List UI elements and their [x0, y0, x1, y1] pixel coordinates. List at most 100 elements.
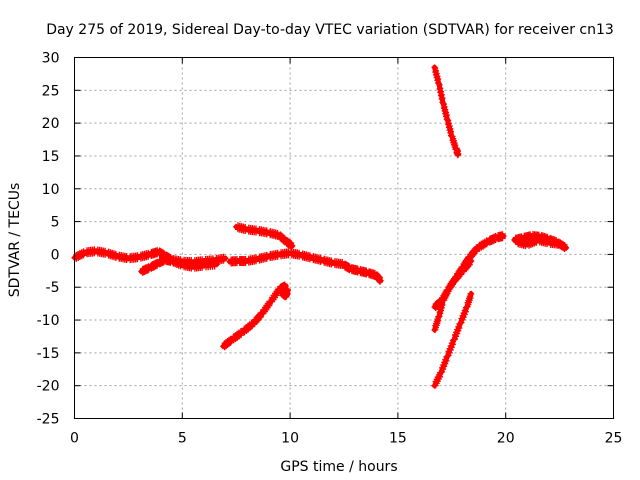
data-point — [438, 307, 445, 314]
data-point — [453, 333, 460, 340]
series-band — [432, 233, 507, 333]
x-tick-label: 20 — [497, 431, 515, 447]
grid — [74, 57, 614, 419]
series-arc-9 — [431, 290, 475, 389]
data-point — [377, 277, 384, 284]
data-point — [459, 316, 466, 323]
data-point — [500, 233, 507, 240]
data-point — [449, 341, 456, 348]
data-point — [454, 330, 461, 337]
data-point — [436, 373, 443, 380]
data-series — [71, 64, 570, 389]
series-arc-8 — [431, 64, 462, 159]
data-point — [462, 308, 469, 315]
data-point — [563, 244, 570, 251]
data-point — [438, 369, 445, 376]
data-point — [447, 346, 454, 353]
data-point — [213, 261, 220, 268]
plot-frame — [74, 57, 614, 419]
data-point — [458, 271, 465, 278]
x-tick-label: 0 — [70, 431, 79, 447]
data-point — [450, 336, 457, 343]
data-point — [473, 248, 480, 255]
series-arc-13 — [513, 235, 563, 250]
x-tick-label: 10 — [281, 431, 299, 447]
data-point — [437, 310, 444, 317]
data-point — [467, 294, 474, 301]
data-point — [444, 353, 451, 360]
data-point — [556, 240, 563, 247]
data-point — [468, 290, 475, 297]
series-arc-6 — [220, 281, 289, 351]
data-point — [434, 77, 441, 84]
tick-labels: 0 5 10 15 20 25 -25 -20 -15 -10 -5 0 5 10 15 20 25 30 — [37, 51, 623, 447]
data-point — [457, 320, 464, 327]
data-point — [443, 357, 450, 364]
x-tick-label: 5 — [178, 431, 187, 447]
data-point — [442, 360, 449, 367]
data-point — [282, 282, 289, 289]
data-point — [461, 311, 468, 318]
data-point — [446, 349, 453, 356]
data-point — [448, 344, 455, 351]
data-point — [435, 317, 442, 324]
data-point — [455, 327, 462, 334]
series-arc-5 — [341, 260, 384, 285]
data-point — [443, 113, 450, 120]
x-axis-label: GPS time / hours — [280, 459, 397, 475]
data-point — [227, 339, 234, 346]
data-point — [431, 64, 438, 71]
data-point — [376, 278, 383, 285]
data-point — [468, 257, 475, 264]
data-point — [440, 366, 447, 373]
series-arc-10 — [431, 231, 507, 333]
y-tick-label: 5 — [51, 215, 60, 231]
data-point — [483, 241, 490, 248]
chart-title: Day 275 of 2019, Sidereal Day-to-day VTE… — [46, 22, 614, 38]
data-point — [435, 80, 442, 87]
data-point — [266, 302, 273, 309]
y-axis-label: SDTVAR / TECUs — [7, 183, 23, 298]
y-tick-label: -15 — [37, 346, 60, 362]
data-point — [289, 242, 296, 249]
data-point — [466, 261, 473, 268]
data-point — [455, 150, 462, 157]
data-point — [439, 368, 446, 375]
series-arc-2 — [138, 254, 220, 276]
data-point — [435, 302, 442, 309]
data-point — [458, 319, 465, 326]
series-arc-11 — [431, 257, 475, 312]
data-point — [435, 313, 442, 320]
data-point — [456, 325, 463, 332]
y-tick-label: -25 — [37, 412, 60, 428]
y-tick-label: 0 — [51, 247, 60, 263]
y-tick-label: 20 — [42, 116, 60, 132]
data-point — [441, 363, 448, 370]
data-point — [440, 100, 447, 107]
y-tick-label: 15 — [42, 149, 60, 165]
series-arc-4 — [233, 222, 296, 251]
y-tick-label: 25 — [42, 83, 60, 99]
data-point — [445, 352, 452, 359]
data-point — [257, 314, 264, 321]
data-point — [248, 323, 255, 330]
y-tick-label: 10 — [42, 182, 60, 198]
series-arc-7 — [278, 286, 291, 301]
y-tick-label: -5 — [46, 280, 60, 296]
data-point — [460, 314, 467, 321]
y-tick-label: -20 — [37, 379, 60, 395]
data-point — [447, 129, 454, 136]
y-tick-label: -10 — [37, 313, 60, 329]
x-tick-label: 15 — [389, 431, 407, 447]
data-point — [222, 255, 229, 262]
data-point — [436, 313, 443, 320]
data-point — [444, 116, 451, 123]
data-point — [288, 244, 295, 251]
series-arc-3 — [226, 248, 347, 270]
data-point — [438, 95, 445, 102]
data-point — [443, 291, 450, 298]
data-point — [284, 287, 291, 294]
x-tick-label: 25 — [605, 431, 623, 447]
y-tick-label: 30 — [42, 51, 60, 67]
